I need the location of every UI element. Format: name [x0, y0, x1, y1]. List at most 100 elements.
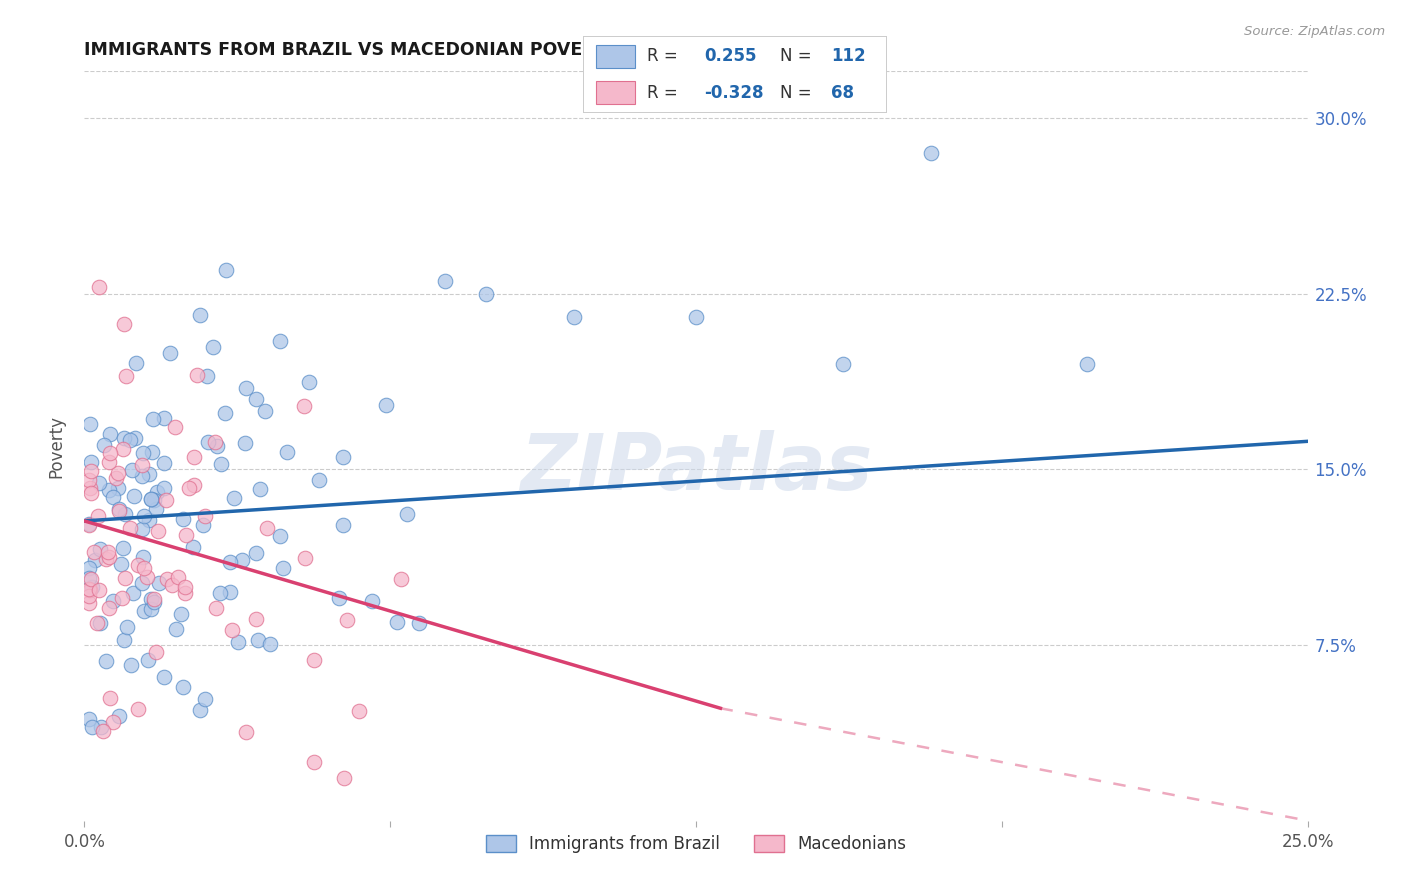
Point [80, 720, 103, 734]
Point [112, 318, 135, 332]
Point [209, 586, 232, 600]
Point [124, 431, 146, 445]
Point [97, 545, 120, 559]
Point [204, 434, 226, 449]
Point [256, 521, 278, 535]
Point [226, 634, 249, 648]
Point [138, 467, 160, 481]
Point [259, 637, 281, 651]
Point [107, 466, 129, 480]
Point [308, 473, 330, 487]
Point [173, 581, 195, 595]
Point [94, 552, 117, 566]
Point [332, 772, 354, 786]
Point [134, 604, 156, 618]
Point [131, 576, 153, 591]
Point [172, 680, 194, 694]
Point [108, 501, 131, 516]
Point [120, 657, 142, 672]
Point [153, 670, 176, 684]
Point [246, 632, 269, 647]
Point [165, 622, 187, 636]
Point [269, 334, 291, 348]
Text: 68: 68 [831, 84, 855, 102]
FancyBboxPatch shape [596, 45, 636, 68]
Point [125, 356, 148, 370]
Point [153, 456, 176, 470]
Point [136, 570, 159, 584]
Text: Source: ZipAtlas.com: Source: ZipAtlas.com [1244, 25, 1385, 38]
Point [131, 522, 153, 536]
Point [98, 483, 121, 497]
Point [112, 431, 135, 445]
Point [146, 484, 169, 499]
Point [271, 561, 294, 575]
Point [122, 586, 145, 600]
Point [173, 586, 195, 600]
Point [221, 623, 243, 637]
Point [408, 615, 430, 630]
Point [205, 600, 228, 615]
Point [269, 529, 291, 543]
Text: N =: N = [780, 84, 811, 102]
Point [145, 645, 167, 659]
Point [336, 614, 359, 628]
Point [170, 607, 193, 621]
Point [131, 468, 153, 483]
Point [143, 493, 166, 508]
Point [245, 392, 267, 406]
Point [107, 481, 129, 495]
Point [89, 616, 111, 631]
Y-axis label: Poverty: Poverty [48, 415, 66, 477]
Point [141, 444, 163, 458]
Point [139, 492, 162, 507]
Point [920, 146, 942, 161]
Point [101, 594, 124, 608]
Point [181, 540, 204, 554]
Point [127, 558, 149, 573]
Point [142, 595, 165, 609]
Point [235, 381, 257, 395]
Point [90, 720, 112, 734]
Point [108, 504, 131, 518]
Point [167, 569, 190, 583]
Point [276, 444, 298, 458]
Point [194, 692, 217, 706]
Point [122, 489, 145, 503]
Point [292, 399, 315, 413]
Point [79, 455, 101, 469]
Point [245, 612, 267, 626]
Point [110, 557, 132, 571]
Point [209, 458, 232, 472]
Point [142, 412, 165, 426]
Point [83, 553, 105, 567]
Point [112, 442, 135, 456]
Point [77, 517, 100, 532]
Point [153, 481, 176, 495]
Point [186, 368, 208, 383]
Point [214, 406, 236, 420]
Point [201, 340, 224, 354]
Point [121, 463, 143, 477]
Point [160, 578, 183, 592]
Point [159, 345, 181, 359]
Point [89, 475, 111, 490]
Point [197, 434, 219, 449]
Point [177, 481, 200, 495]
Point [89, 541, 111, 556]
Point [98, 600, 121, 615]
Point [194, 508, 217, 523]
Point [235, 724, 257, 739]
Point [434, 274, 457, 288]
Legend: Immigrants from Brazil, Macedonians: Immigrants from Brazil, Macedonians [478, 826, 914, 861]
Point [253, 404, 276, 418]
Point [98, 446, 121, 460]
Point [108, 709, 131, 723]
Point [195, 369, 218, 384]
Point [138, 652, 160, 666]
Point [138, 513, 160, 527]
Point [298, 375, 321, 389]
Text: IMMIGRANTS FROM BRAZIL VS MACEDONIAN POVERTY CORRELATION CHART: IMMIGRANTS FROM BRAZIL VS MACEDONIAN POV… [84, 41, 835, 59]
Point [249, 483, 271, 497]
Point [831, 357, 853, 371]
